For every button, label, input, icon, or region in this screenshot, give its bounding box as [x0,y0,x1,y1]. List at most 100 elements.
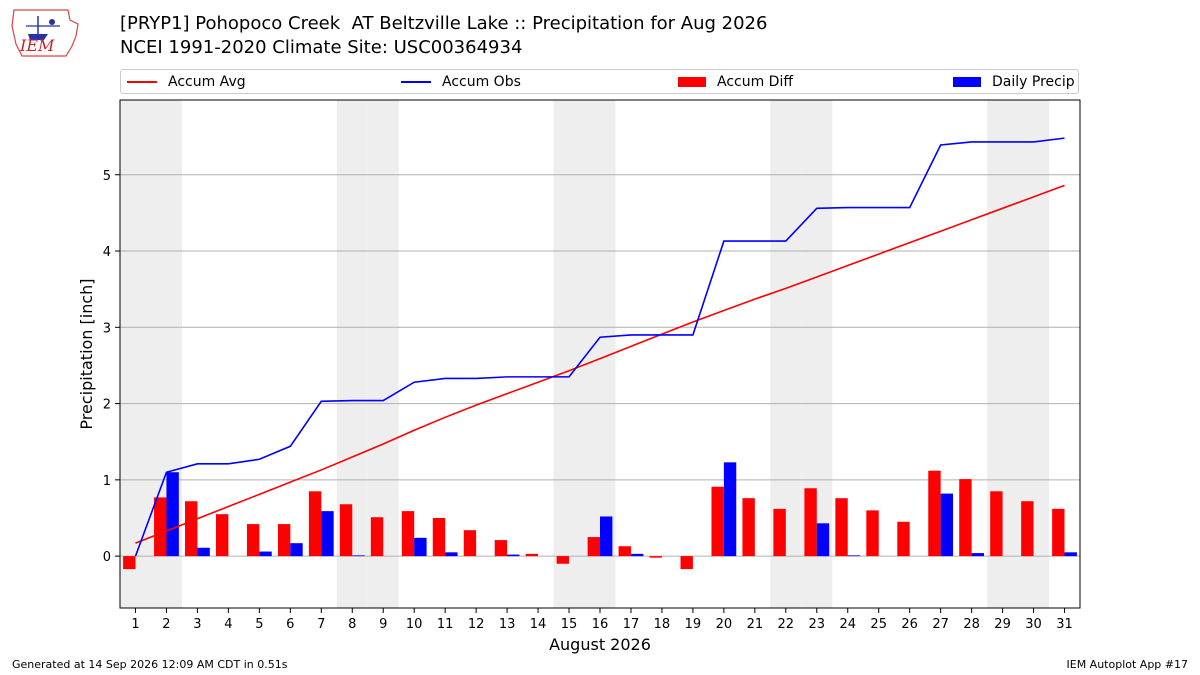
bar-daily-precip-day-3 [197,547,210,557]
bar-accum-diff-day-16 [587,537,600,557]
line-accum-avg [135,184,1065,544]
x-tick-label-19: 19 [685,617,702,632]
legend-label-accum-diff: Accum Diff [717,74,794,90]
bar-accum-diff-day-14 [525,553,539,557]
bar-accum-diff-day-8 [339,504,353,557]
x-tick-label-18: 18 [654,617,671,632]
bar-accum-diff-day-9 [370,517,384,557]
x-tick-label-20: 20 [716,617,733,632]
bar-daily-precip-day-24 [847,555,861,557]
x-tick-label-26: 26 [901,617,918,632]
legend: Accum Avg Accum Obs Accum Diff Daily Pre… [120,69,1079,94]
bar-accum-diff-day-28 [959,479,972,557]
bar-accum-diff-day-11 [432,517,446,557]
y-tick-label-1: 1 [103,474,111,489]
legend-label-accum-obs: Accum Obs [442,74,521,90]
bar-daily-precip-day-27 [940,493,954,557]
bar-accum-diff-day-29 [990,491,1003,557]
series-lines [134,137,1065,557]
legend-swatch-daily-precip [953,77,981,87]
x-tick-label-1: 1 [131,617,139,632]
bar-daily-precip-day-13 [507,554,520,557]
bar-accum-diff-day-26 [897,521,910,557]
x-tick-label-4: 4 [224,617,232,632]
y-tick-label-2: 2 [103,398,111,413]
bar-accum-diff-day-22 [773,508,786,557]
y-axis: 0 1 2 3 4 5 [103,169,120,565]
x-tick-label-17: 17 [623,617,640,632]
x-tick-label-28: 28 [963,617,980,632]
bar-accum-diff-day-1 [123,556,136,570]
y-tick-label-3: 3 [103,321,111,336]
bar-daily-precip-day-8 [352,555,365,557]
legend-swatch-accum-avg [127,81,157,83]
x-tick-label-31: 31 [1056,617,1073,632]
bar-accum-diff-day-19 [680,556,693,570]
bar-accum-diff-day-30 [1021,501,1034,557]
x-tick-label-2: 2 [162,617,170,632]
bar-daily-precip-day-10 [414,537,427,557]
bar-daily-precip-day-17 [630,553,644,557]
legend-item-accum-diff: Accum Diff [678,74,793,90]
bar-accum-diff-day-6 [277,524,291,557]
logo-text: IEM [19,36,55,55]
bar-accum-diff-day-4 [216,514,229,557]
x-tick-label-12: 12 [468,617,485,632]
x-tick-label-16: 16 [592,617,609,632]
y-tick-label-4: 4 [103,245,111,260]
bar-daily-precip-day-5 [259,551,272,557]
bar-daily-precip-day-6 [290,543,303,557]
bar-accum-diff-day-2 [154,497,167,557]
bar-daily-precip-day-20 [723,462,737,557]
x-tick-label-5: 5 [255,617,263,632]
x-tick-label-30: 30 [1025,617,1042,632]
legend-label-daily-precip: Daily Precip [992,74,1075,90]
x-tick-label-3: 3 [193,617,201,632]
bar-accum-diff-day-7 [308,491,322,557]
bar-accum-diff-day-12 [463,530,477,557]
x-axis: 1 2 3 4 5 6 7 8 9 10 11 12 13 14 15 16 17 18 19 20 21 22 23 24 2… [131,608,1073,632]
bar-daily-precip-day-31 [1064,552,1077,557]
bar-daily-precip-day-28 [971,553,984,557]
y-tick-label-0: 0 [103,550,111,565]
y-tick-label-5: 5 [103,169,111,184]
bar-accum-diff-day-5 [246,524,260,557]
x-tick-label-23: 23 [809,617,826,632]
bar-accum-diff-day-10 [401,511,415,557]
bars [123,462,1077,570]
weekend-band-day-15 [553,100,585,608]
bar-daily-precip-day-23 [816,523,830,557]
x-tick-label-27: 27 [932,617,949,632]
x-tick-label-14: 14 [530,617,547,632]
x-tick-label-7: 7 [317,617,325,632]
bar-accum-diff-day-21 [742,498,755,557]
bar-accum-diff-day-25 [866,510,879,557]
x-tick-label-6: 6 [286,617,294,632]
x-tick-label-22: 22 [778,617,795,632]
legend-swatch-accum-obs [401,81,431,83]
legend-label-accum-avg: Accum Avg [168,74,246,90]
chart-title: [PRYP1] Pohopoco Creek AT Beltzville Lak… [120,13,768,34]
x-tick-label-24: 24 [839,617,856,632]
bar-accum-diff-day-15 [556,556,570,564]
x-axis-label: August 2026 [549,635,651,654]
bar-accum-diff-day-3 [185,501,198,557]
x-tick-label-13: 13 [499,617,516,632]
chart-subtitle: NCEI 1991-2020 Climate Site: USC00364934 [120,37,523,58]
bar-daily-precip-day-11 [445,552,458,557]
x-tick-label-29: 29 [994,617,1011,632]
iem-logo: IEM [11,9,79,57]
bar-accum-diff-day-24 [835,498,848,557]
x-tick-label-11: 11 [437,617,454,632]
bar-accum-diff-day-27 [928,470,941,557]
bar-daily-precip-day-16 [600,516,613,557]
footer-app: IEM Autoplot App #17 [1066,658,1189,671]
x-tick-label-25: 25 [870,617,887,632]
legend-item-accum-obs: Accum Obs [401,74,521,90]
bar-accum-diff-day-20 [711,486,724,557]
y-axis-label: Precipitation [inch] [77,278,96,429]
line-accum-obs [134,137,1065,557]
bar-accum-diff-day-31 [1052,508,1065,557]
x-tick-label-9: 9 [379,617,387,632]
